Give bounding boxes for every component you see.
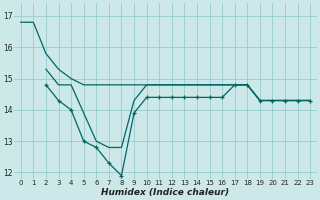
X-axis label: Humidex (Indice chaleur): Humidex (Indice chaleur) (101, 188, 229, 197)
